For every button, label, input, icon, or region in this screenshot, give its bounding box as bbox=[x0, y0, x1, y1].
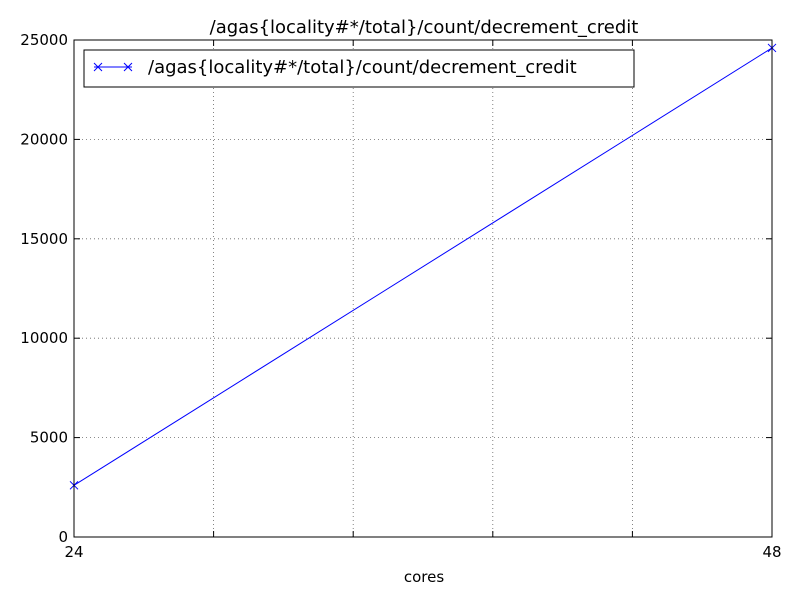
y-tick-label-5: 25000 bbox=[20, 31, 68, 49]
series-layer bbox=[69, 43, 777, 490]
series-line-0 bbox=[73, 47, 773, 486]
legend-marker-left bbox=[93, 62, 103, 72]
legend-marker-right bbox=[123, 62, 133, 72]
plot-frame bbox=[73, 39, 773, 538]
legend-box bbox=[83, 49, 635, 88]
chart-title: /agas{locality#*/total}/count/decrement_… bbox=[210, 17, 639, 38]
y-tick-label-3: 15000 bbox=[20, 230, 68, 248]
legend-marker-left-stroke-b bbox=[93, 62, 103, 72]
grid-layer bbox=[74, 40, 772, 537]
y-tick-label-1: 5000 bbox=[30, 429, 68, 447]
legend-marker-right-stroke-b bbox=[123, 62, 133, 72]
legend-label: /agas{locality#*/total}/count/decrement_… bbox=[148, 57, 577, 78]
x-axis-label: cores bbox=[404, 568, 444, 586]
tick-label-layer: 24 48 0 5000 10000 15000 20000 25000 bbox=[20, 31, 781, 561]
y-tick-label-0: 0 bbox=[58, 528, 68, 546]
x-tick-label-0: 24 bbox=[64, 543, 83, 561]
x-tick-label-1: 48 bbox=[762, 543, 781, 561]
ticks-layer bbox=[73, 39, 773, 538]
y-tick-label-2: 10000 bbox=[20, 329, 68, 347]
legend: /agas{locality#*/total}/count/decrement_… bbox=[83, 49, 635, 88]
y-tick-label-4: 20000 bbox=[20, 130, 68, 148]
